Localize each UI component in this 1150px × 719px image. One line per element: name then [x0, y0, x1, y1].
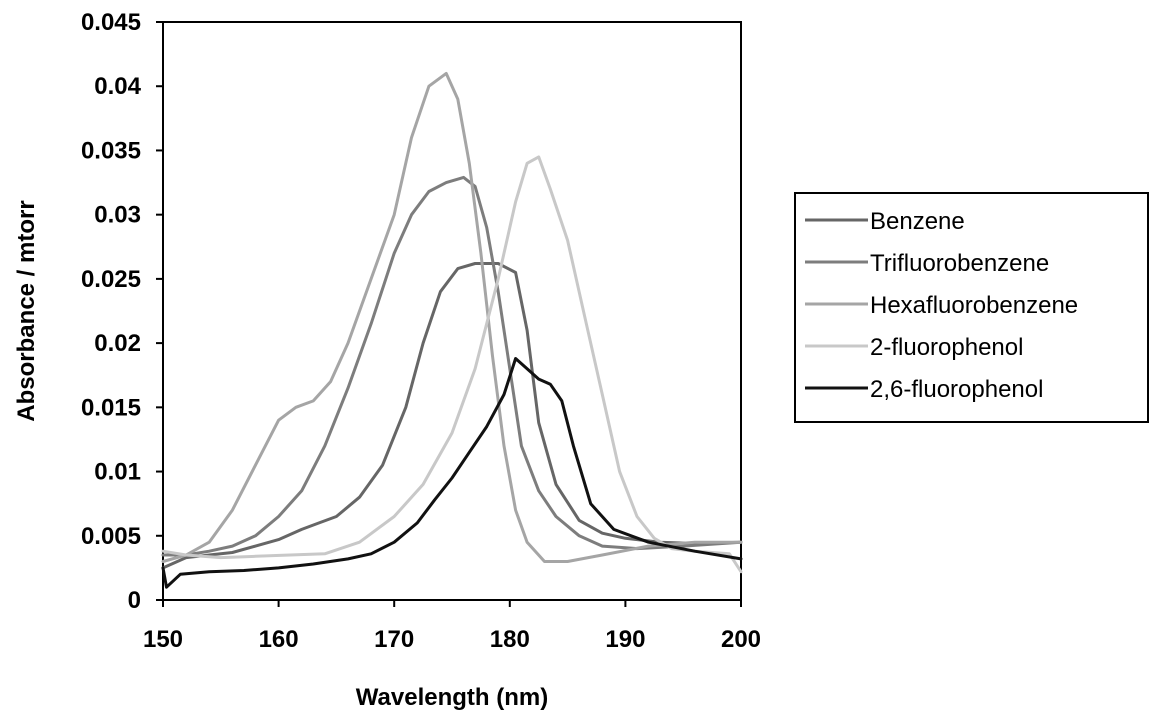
- x-tick-label: 160: [259, 626, 299, 653]
- series-line-trifluorobenzene: [161, 175, 743, 557]
- x-tick-label: 180: [490, 626, 530, 653]
- x-axis: 150 160 170 180 190 200: [143, 600, 761, 653]
- series-line-benzene: [161, 262, 743, 570]
- y-tick-label: 0.01: [94, 459, 141, 486]
- y-tick-label: 0.015: [81, 394, 141, 421]
- y-axis: 0 0.005 0.01 0.015 0.02 0.025 0.03 0.035 0.04 0.0…: [81, 9, 163, 614]
- series-line-hexafluorobenzene: [161, 71, 743, 563]
- legend: Benzene Trifluorobenzene Hexafluorobenzene…: [794, 192, 1149, 423]
- y-tick-label: 0.04: [94, 73, 141, 100]
- legend-label: 2-fluorophenol: [870, 334, 1023, 361]
- plot-area: [161, 21, 743, 601]
- series-layer: [161, 71, 743, 589]
- y-tick-label: 0: [128, 587, 141, 614]
- y-tick-label: 0.005: [81, 523, 141, 550]
- plot-frame: [162, 21, 742, 601]
- y-tick-label: 0.025: [81, 266, 141, 293]
- series-line-2-fluorophenol: [161, 155, 743, 574]
- y-tick-label: 0.045: [81, 9, 141, 36]
- x-axis-title: Wavelength (nm): [356, 684, 548, 711]
- legend-box: [794, 192, 1149, 423]
- legend-label: 2,6-fluorophenol: [870, 376, 1043, 403]
- legend-items: Benzene Trifluorobenzene Hexafluorobenzene…: [805, 208, 1078, 403]
- x-tick-label: 150: [143, 626, 183, 653]
- legend-label: Trifluorobenzene: [870, 250, 1049, 277]
- y-tick-label: 0.02: [94, 330, 141, 357]
- x-tick-label: 190: [605, 626, 645, 653]
- legend-label: Benzene: [870, 208, 965, 235]
- series-line-2-6-fluorophenol: [161, 357, 743, 589]
- y-tick-label: 0.03: [94, 202, 141, 229]
- y-axis-title: Absorbance / mtorr: [13, 200, 40, 421]
- x-tick-label: 200: [721, 626, 761, 653]
- x-tick-label: 170: [374, 626, 414, 653]
- legend-label: Hexafluorobenzene: [870, 292, 1078, 319]
- y-tick-label: 0.035: [81, 137, 141, 164]
